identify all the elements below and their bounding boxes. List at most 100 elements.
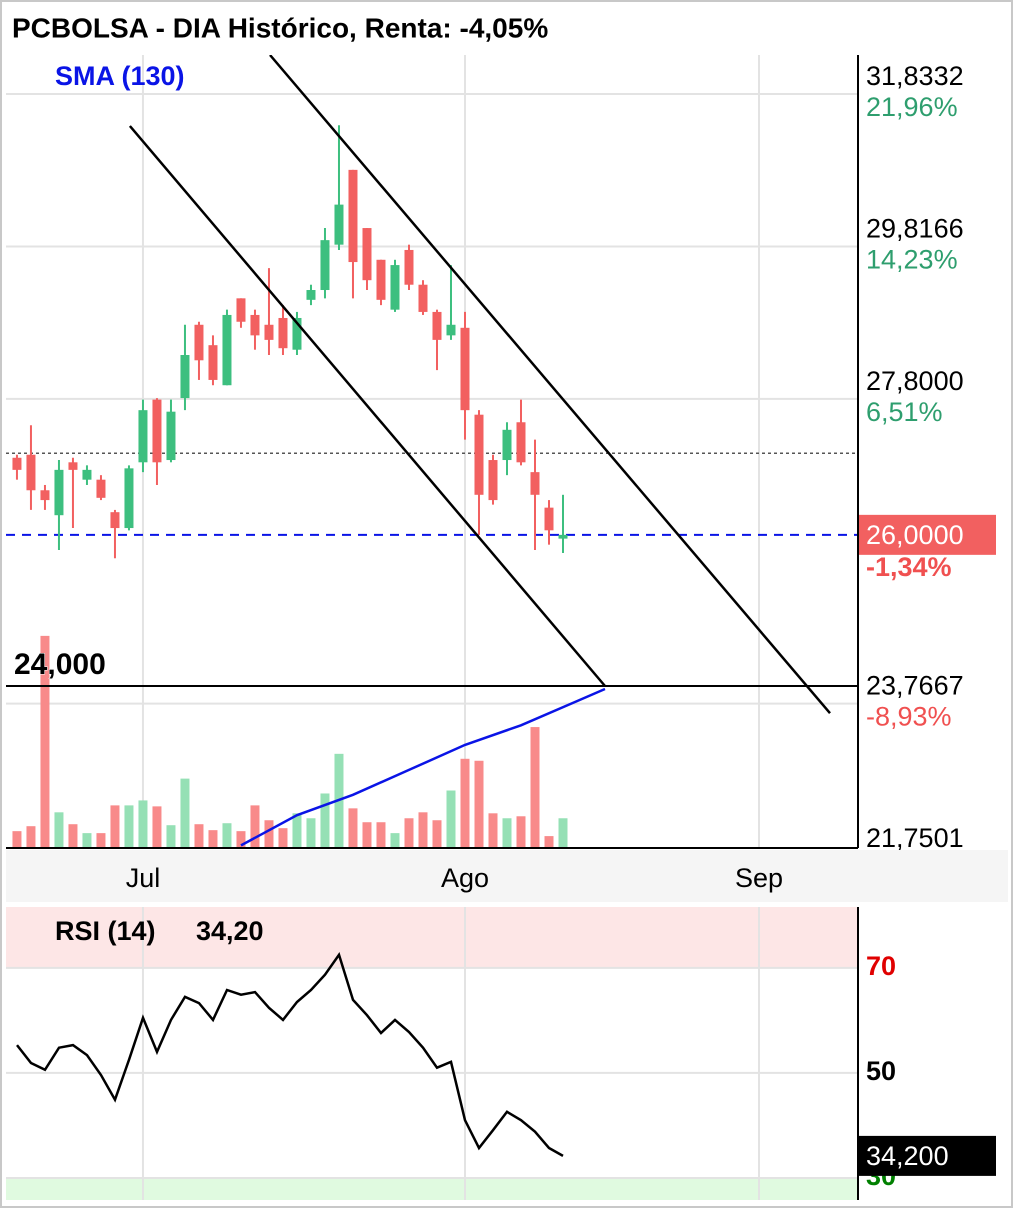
candle-body [54, 469, 64, 516]
volume-bar [418, 812, 428, 848]
candle-body [418, 284, 428, 312]
candle-body [320, 240, 330, 291]
rsi-line [16, 952, 564, 1157]
y-tick-return: -8,93% [866, 702, 952, 732]
volume-bar [320, 793, 330, 848]
candle-body [236, 298, 246, 322]
price-plot: 24,000 [6, 55, 858, 848]
y-tick-label: 27,8000 [866, 366, 964, 396]
volume-bar [82, 833, 92, 848]
y-tick-return: 14,23% [866, 245, 958, 275]
candle-body [96, 479, 106, 498]
volume-bar [390, 833, 400, 848]
candle-body [12, 457, 22, 470]
candle-body [334, 204, 344, 245]
volume-bar [166, 825, 176, 848]
level-label: 24,000 [14, 648, 106, 681]
y-tick-label: 70 [866, 951, 896, 981]
candle-body [516, 422, 526, 463]
rsi-legend-value: 34,20 [196, 916, 264, 946]
trendline [269, 55, 831, 715]
volume-bar [194, 824, 204, 848]
volume-bar [54, 812, 64, 848]
chart-title: PCBOLSA - DIA Histórico, Renta: -4,05% [12, 12, 548, 43]
volume-bar [264, 820, 274, 848]
volume-bar [250, 805, 260, 848]
legend-sma: SMA (130) [55, 61, 185, 91]
volume-bar [222, 823, 232, 848]
volume-bar [306, 818, 316, 848]
candle-body [432, 311, 442, 340]
candle-body [222, 314, 232, 386]
volume-bar [544, 836, 554, 848]
x-axis-band [6, 850, 1008, 902]
y-tick-return: 6,51% [866, 397, 943, 427]
rsi-legend: RSI (14) [55, 916, 156, 946]
candle-body [166, 411, 176, 461]
volume-bar [138, 800, 148, 848]
rsi-last-label: 34,200 [866, 1141, 949, 1171]
candle-body [138, 410, 148, 463]
candle-body [208, 345, 218, 380]
trendline [128, 125, 606, 687]
candle-body [278, 317, 288, 349]
candle-body [460, 327, 470, 411]
y-tick-return: 21,96% [866, 92, 958, 122]
candle-body [82, 469, 92, 480]
candle-body [306, 290, 316, 300]
last-price-label: 26,0000 [866, 520, 964, 550]
y-tick-label: 29,8166 [866, 214, 964, 244]
last-price-box [858, 514, 996, 555]
volume-bar [446, 790, 456, 848]
volume-bar [488, 813, 498, 848]
candle-body [502, 429, 512, 461]
volume-bar [432, 820, 442, 848]
volume-bar [96, 833, 106, 848]
volume-bar [292, 813, 302, 848]
candle-body [180, 355, 190, 399]
candle-body [530, 472, 540, 495]
volume-bar [152, 806, 162, 848]
candle-body [558, 534, 568, 539]
volume-bar [516, 816, 526, 848]
volume-bar [110, 805, 120, 848]
candle-body [404, 249, 414, 285]
rsi-last-box [858, 1135, 996, 1176]
candle-body [40, 490, 50, 501]
volume-bar [530, 727, 540, 848]
volume-bar [502, 818, 512, 848]
volume-bar [362, 822, 372, 848]
candle-body [446, 324, 456, 336]
volume-bar [26, 826, 36, 848]
candle-body [474, 414, 484, 495]
candle-body [488, 460, 498, 501]
last-price-return: -1,34% [866, 552, 952, 582]
candle-body [348, 169, 358, 263]
volume-bar [558, 818, 568, 848]
volume-bar [180, 778, 190, 848]
candle-body [250, 314, 260, 336]
title-band [6, 6, 858, 52]
candle-body [26, 454, 36, 491]
candle-body [362, 228, 372, 281]
x-tick-label: Ago [441, 863, 489, 893]
x-tick-label: Jul [126, 863, 161, 893]
candle-body [110, 512, 120, 529]
rsi-plot [6, 907, 858, 1200]
y-tick-label: 21,7501 [866, 823, 964, 853]
candle-body [152, 399, 162, 463]
candle-body [264, 324, 274, 340]
x-tick-label: Sep [735, 863, 783, 893]
candle-body [124, 468, 134, 529]
y-tick-label: 31,8332 [866, 61, 964, 91]
rsi-band [6, 1177, 858, 1200]
volume-bar [124, 805, 134, 848]
volume-bar [376, 822, 386, 848]
volume-bar [12, 831, 22, 848]
candle-body [292, 317, 302, 350]
candle-body [194, 324, 204, 361]
